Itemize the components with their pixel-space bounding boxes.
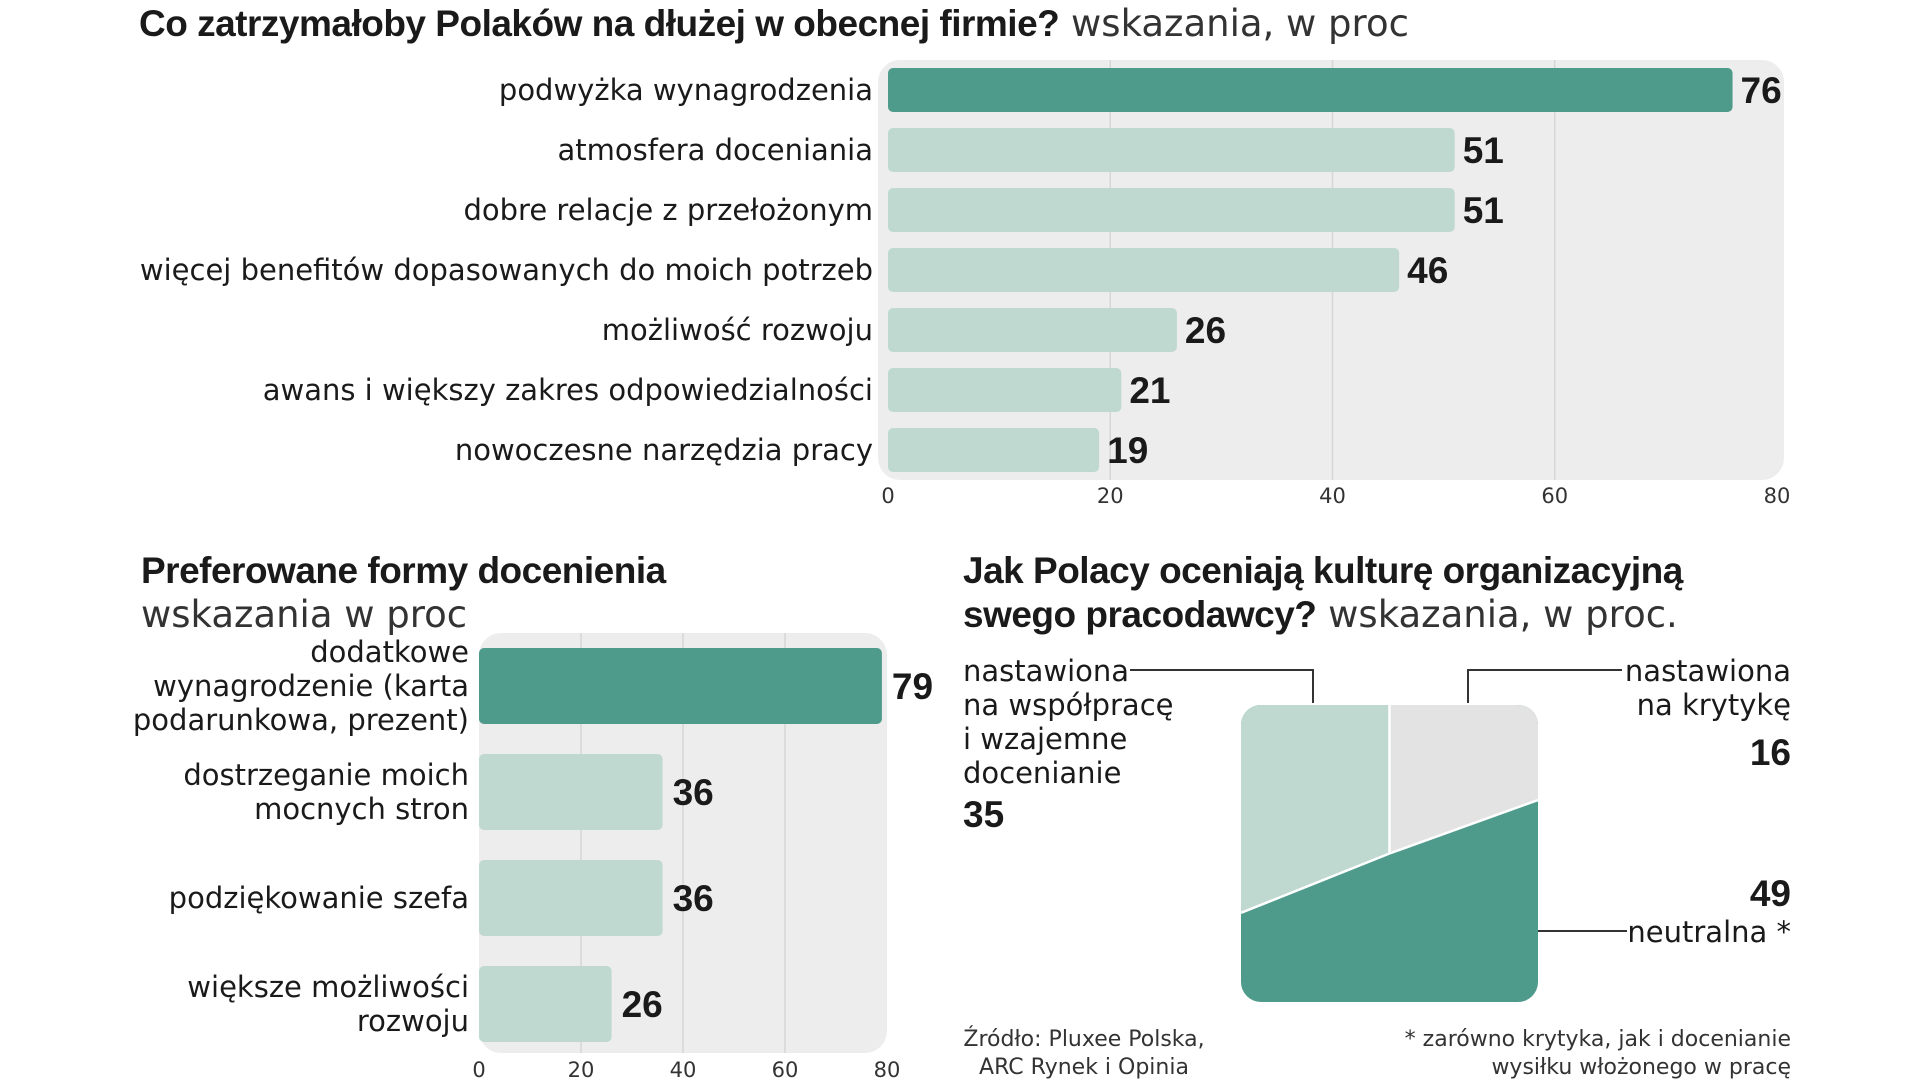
chart3-label-neutralna: neutralna * bbox=[1627, 915, 1791, 949]
chart2-category-label: podarunkowa, prezent) bbox=[133, 703, 469, 737]
chart3-leader-wspolpraca bbox=[1130, 669, 1314, 703]
chart3-slices bbox=[1241, 705, 1538, 1002]
chart3-label-wspolpraca: i wzajemne bbox=[963, 722, 1127, 756]
chart2-subtitle: wskazania w proc bbox=[141, 593, 468, 636]
footnote: * zarówno krytyka, jak i docenianie bbox=[1405, 1027, 1791, 1052]
chart2-tick-label: 20 bbox=[568, 1058, 595, 1080]
chart1-category-label: możliwość rozwoju bbox=[602, 313, 873, 347]
chart1-value-label: 46 bbox=[1407, 250, 1448, 291]
chart3-divider bbox=[1241, 852, 1390, 915]
chart3-label-wspolpraca: nastawiona bbox=[963, 654, 1129, 688]
chart2-value-label: 36 bbox=[673, 878, 714, 919]
chart1-category-label: nowoczesne narzędzia pracy bbox=[455, 433, 873, 467]
chart2-bar bbox=[479, 754, 663, 830]
chart1-tick-label: 80 bbox=[1764, 484, 1791, 508]
chart1-bar bbox=[888, 368, 1122, 412]
chart3-label-wspolpraca: na współpracę bbox=[963, 688, 1173, 722]
chart1-tick-label: 20 bbox=[1097, 484, 1124, 508]
source-note: ARC Rynek i Opinia bbox=[979, 1055, 1189, 1080]
chart1-tick-label: 60 bbox=[1541, 484, 1568, 508]
chart3-title-line1: Jak Polacy oceniają kulturę organizacyjn… bbox=[963, 550, 1683, 591]
chart2-bar bbox=[479, 860, 663, 936]
chart3-value-neutralna: 49 bbox=[1750, 873, 1791, 914]
chart2-title: Preferowane formy docenienia wskazania w… bbox=[141, 549, 666, 637]
chart2-bar bbox=[479, 966, 612, 1042]
chart2-tick-label: 60 bbox=[772, 1058, 799, 1080]
chart3-value-wspolpraca: 35 bbox=[963, 794, 1004, 835]
chart2-value-label: 36 bbox=[673, 772, 714, 813]
chart1-value-label: 51 bbox=[1463, 190, 1504, 231]
chart1-tick-label: 40 bbox=[1319, 484, 1346, 508]
chart1-category-label: podwyżka wynagrodzenia bbox=[499, 73, 873, 107]
chart1-value-label: 21 bbox=[1129, 370, 1170, 411]
chart1-bar bbox=[888, 128, 1455, 172]
chart2-category-label: rozwoju bbox=[357, 1004, 469, 1038]
chart1-value-label: 76 bbox=[1741, 70, 1782, 111]
chart3-subtitle: wskazania, w proc. bbox=[1328, 593, 1678, 636]
chart1-title-main: Co zatrzymałoby Polaków na dłużej w obec… bbox=[139, 3, 1060, 44]
chart2-value-label: 79 bbox=[892, 666, 933, 707]
chart2-tick-label: 40 bbox=[670, 1058, 697, 1080]
footnote: wysiłku włożonego w pracę bbox=[1491, 1055, 1791, 1080]
chart1-category-label: awans i większy zakres odpowiedzialności bbox=[263, 373, 873, 407]
source-note: Źródło: Pluxee Polska, bbox=[963, 1026, 1204, 1052]
chart1-bar bbox=[888, 248, 1400, 292]
chart3-label-krytyka: na krytykę bbox=[1637, 688, 1791, 722]
chart3-title: Jak Polacy oceniają kulturę organizacyjn… bbox=[963, 549, 1683, 637]
chart2-title-main: Preferowane formy docenienia bbox=[141, 550, 666, 591]
chart2-tick-label: 80 bbox=[874, 1058, 901, 1080]
chart1-category-label: dobre relacje z przełożonym bbox=[464, 193, 874, 227]
chart1-bar bbox=[888, 428, 1100, 472]
chart1-title: Co zatrzymałoby Polaków na dłużej w obec… bbox=[139, 2, 1409, 46]
chart1-value-label: 19 bbox=[1107, 430, 1148, 471]
chart2-category-label: dodatkowe bbox=[310, 635, 469, 669]
chart3-title-line2: swego pracodawcy? bbox=[963, 594, 1317, 635]
chart1-tick-label: 0 bbox=[881, 484, 894, 508]
chart3-slice-wspolpraca bbox=[1241, 705, 1390, 913]
chart2-bar bbox=[479, 648, 882, 724]
chart2-category-label: większe możliwości bbox=[187, 970, 469, 1004]
chart2-category-label: dostrzeganie moich bbox=[183, 758, 469, 792]
chart3-divider bbox=[1389, 798, 1538, 855]
chart1-value-label: 26 bbox=[1185, 310, 1226, 351]
chart2-category-label: podziękowanie szefa bbox=[169, 881, 469, 915]
chart3-label-krytyka: nastawiona bbox=[1625, 654, 1791, 688]
chart2-tick-label: 0 bbox=[472, 1058, 485, 1080]
chart3-value-krytyka: 16 bbox=[1750, 732, 1791, 773]
chart1-value-label: 51 bbox=[1463, 130, 1504, 171]
chart1-category-label: więcej benefitów dopasowanych do moich p… bbox=[140, 253, 873, 287]
chart1-bar bbox=[888, 68, 1733, 112]
chart1-category-label: atmosfera doceniania bbox=[557, 133, 873, 167]
chart3-label-wspolpraca: docenianie bbox=[963, 756, 1121, 790]
chart1-bar bbox=[888, 308, 1177, 352]
chart3-slice-krytyka bbox=[1389, 705, 1538, 854]
chart1-subtitle: wskazania, w proc bbox=[1071, 2, 1409, 45]
chart1-bar bbox=[888, 188, 1455, 232]
chart2-category-label: wynagrodzenie (karta bbox=[153, 669, 469, 703]
chart3-leader-krytyka bbox=[1467, 669, 1622, 703]
chart2-category-label: mocnych stron bbox=[254, 792, 469, 826]
chart2-value-label: 26 bbox=[622, 984, 663, 1025]
